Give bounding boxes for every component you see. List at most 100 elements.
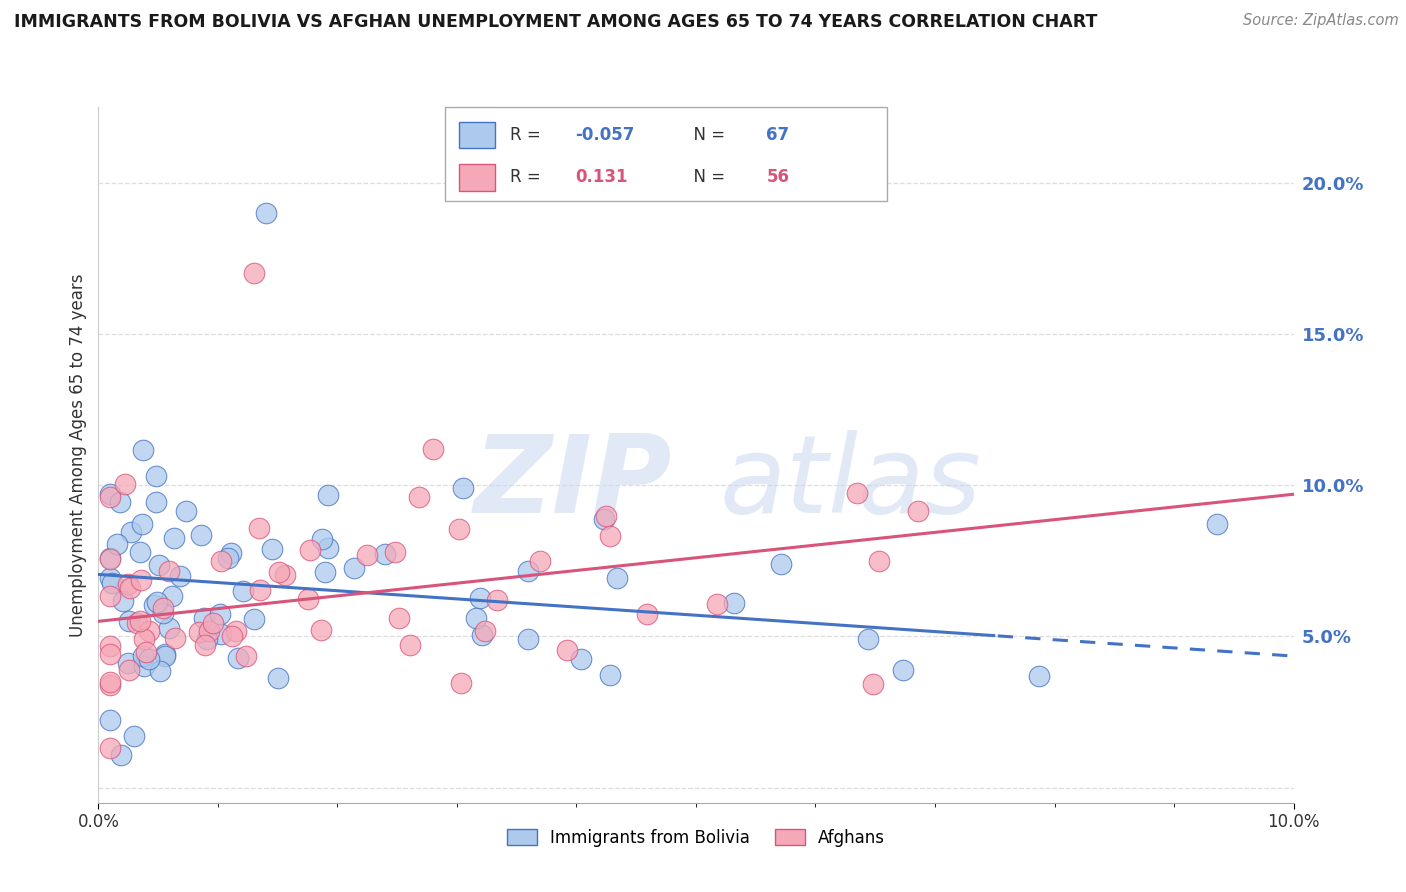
Point xyxy=(470,628,492,642)
Point xyxy=(98,647,122,661)
Point xyxy=(145,469,167,483)
Point xyxy=(163,631,186,645)
Point xyxy=(1206,516,1229,531)
Point xyxy=(247,521,270,535)
Point xyxy=(262,541,284,556)
Point xyxy=(131,517,153,532)
Point xyxy=(595,509,617,524)
Point xyxy=(450,676,472,690)
Text: IMMIGRANTS FROM BOLIVIA VS AFGHAN UNEMPLOYMENT AMONG AGES 65 TO 74 YEARS CORRELA: IMMIGRANTS FROM BOLIVIA VS AFGHAN UNEMPL… xyxy=(14,13,1098,31)
Text: N =: N = xyxy=(683,169,730,186)
Y-axis label: Unemployment Among Ages 65 to 74 years: Unemployment Among Ages 65 to 74 years xyxy=(69,273,87,637)
Point xyxy=(465,611,488,625)
Point xyxy=(128,614,150,628)
Point xyxy=(153,647,176,661)
Text: N =: N = xyxy=(683,127,730,145)
Point xyxy=(228,650,250,665)
Point xyxy=(399,638,422,652)
Point xyxy=(114,477,136,491)
Point xyxy=(243,267,266,281)
Point xyxy=(599,667,621,681)
Point xyxy=(254,206,277,220)
Point xyxy=(98,490,122,504)
Point xyxy=(110,748,132,763)
Point xyxy=(169,569,191,583)
Point xyxy=(142,598,165,612)
Point xyxy=(208,607,231,621)
Point xyxy=(606,571,628,585)
Point xyxy=(1028,669,1050,683)
Point xyxy=(516,632,538,646)
Point xyxy=(388,611,411,625)
Point xyxy=(132,442,155,457)
Point xyxy=(101,576,124,591)
Point xyxy=(343,561,366,575)
Point xyxy=(145,494,167,508)
Point xyxy=(117,656,139,670)
Point xyxy=(98,741,122,756)
Text: R =: R = xyxy=(509,169,546,186)
Text: ZIP: ZIP xyxy=(474,430,672,536)
Point xyxy=(174,504,197,518)
Point xyxy=(529,553,551,567)
Point xyxy=(98,639,122,653)
Point xyxy=(110,495,132,509)
Point xyxy=(384,545,406,559)
Point xyxy=(468,591,491,605)
Point xyxy=(299,543,322,558)
Text: -0.057: -0.057 xyxy=(575,127,634,145)
Text: 56: 56 xyxy=(766,169,790,186)
Point xyxy=(152,606,174,620)
Point xyxy=(408,491,430,505)
Point xyxy=(98,486,122,500)
Point xyxy=(129,574,152,588)
Point xyxy=(453,481,475,495)
Point xyxy=(243,612,266,626)
Point xyxy=(862,677,884,691)
Point xyxy=(221,629,243,643)
Point xyxy=(267,671,290,685)
Point xyxy=(152,600,174,615)
Point xyxy=(555,643,578,657)
Point xyxy=(98,674,122,689)
Point xyxy=(135,644,157,658)
Point xyxy=(125,615,148,630)
Text: Source: ZipAtlas.com: Source: ZipAtlas.com xyxy=(1243,13,1399,29)
Point xyxy=(422,442,444,456)
Point xyxy=(356,548,378,562)
Point xyxy=(120,524,142,539)
Point xyxy=(235,648,257,663)
Point xyxy=(162,590,184,604)
Point xyxy=(232,583,254,598)
FancyBboxPatch shape xyxy=(460,164,495,191)
Point xyxy=(195,632,218,646)
Point xyxy=(267,565,290,579)
Point xyxy=(157,621,180,635)
Point xyxy=(131,648,153,663)
FancyBboxPatch shape xyxy=(446,107,887,201)
Point xyxy=(118,663,141,677)
Point xyxy=(485,593,508,607)
Point xyxy=(202,615,225,630)
Text: R =: R = xyxy=(509,127,546,145)
Point xyxy=(149,664,172,678)
Point xyxy=(118,614,141,628)
Point xyxy=(120,581,142,595)
Point xyxy=(148,558,170,572)
Point xyxy=(124,729,146,743)
Point xyxy=(98,713,122,727)
Point xyxy=(569,652,592,666)
Point xyxy=(249,582,271,597)
Point xyxy=(316,487,339,501)
Point xyxy=(138,624,160,639)
Text: 0.131: 0.131 xyxy=(575,169,627,186)
Point xyxy=(447,522,470,536)
Point xyxy=(856,632,879,646)
Text: atlas: atlas xyxy=(720,430,981,535)
Point xyxy=(134,658,156,673)
Point xyxy=(98,589,122,603)
Point xyxy=(297,592,319,607)
Point xyxy=(134,632,156,646)
Point xyxy=(599,529,621,543)
Point xyxy=(112,594,135,608)
